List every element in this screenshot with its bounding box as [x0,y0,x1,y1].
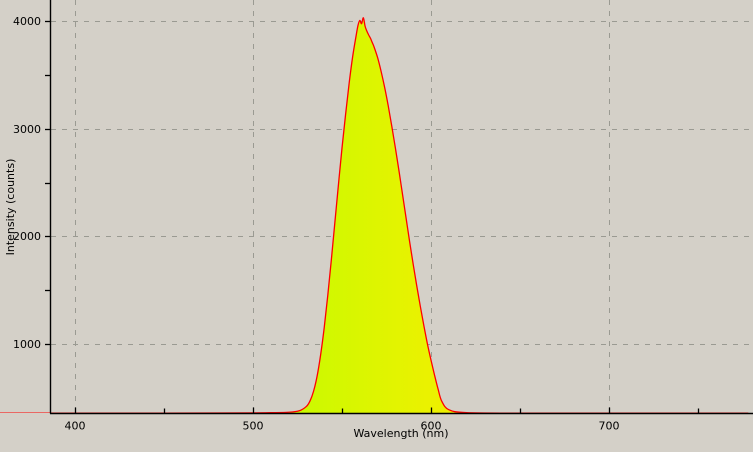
x-tick-label: 400 [65,420,86,433]
y-tick-label: 2000 [13,230,41,243]
tick-labels: 1000 2000 3000 4000 400 500 600 700 [13,15,620,433]
y-tick-label: 1000 [13,338,41,351]
x-tick-label: 600 [421,420,442,433]
y-tick-label: 4000 [13,15,41,28]
y-axis-title: Intensity (counts) [4,159,17,256]
x-tick-label: 500 [243,420,264,433]
spectrum-area-fill [222,17,478,413]
tick-marks [45,20,700,414]
spectrum-line [0,17,749,413]
gridlines [51,0,753,413]
x-tick-label: 700 [599,420,620,433]
y-tick-label: 3000 [13,123,41,136]
x-axis-title: Wavelength (nm) [353,427,448,440]
